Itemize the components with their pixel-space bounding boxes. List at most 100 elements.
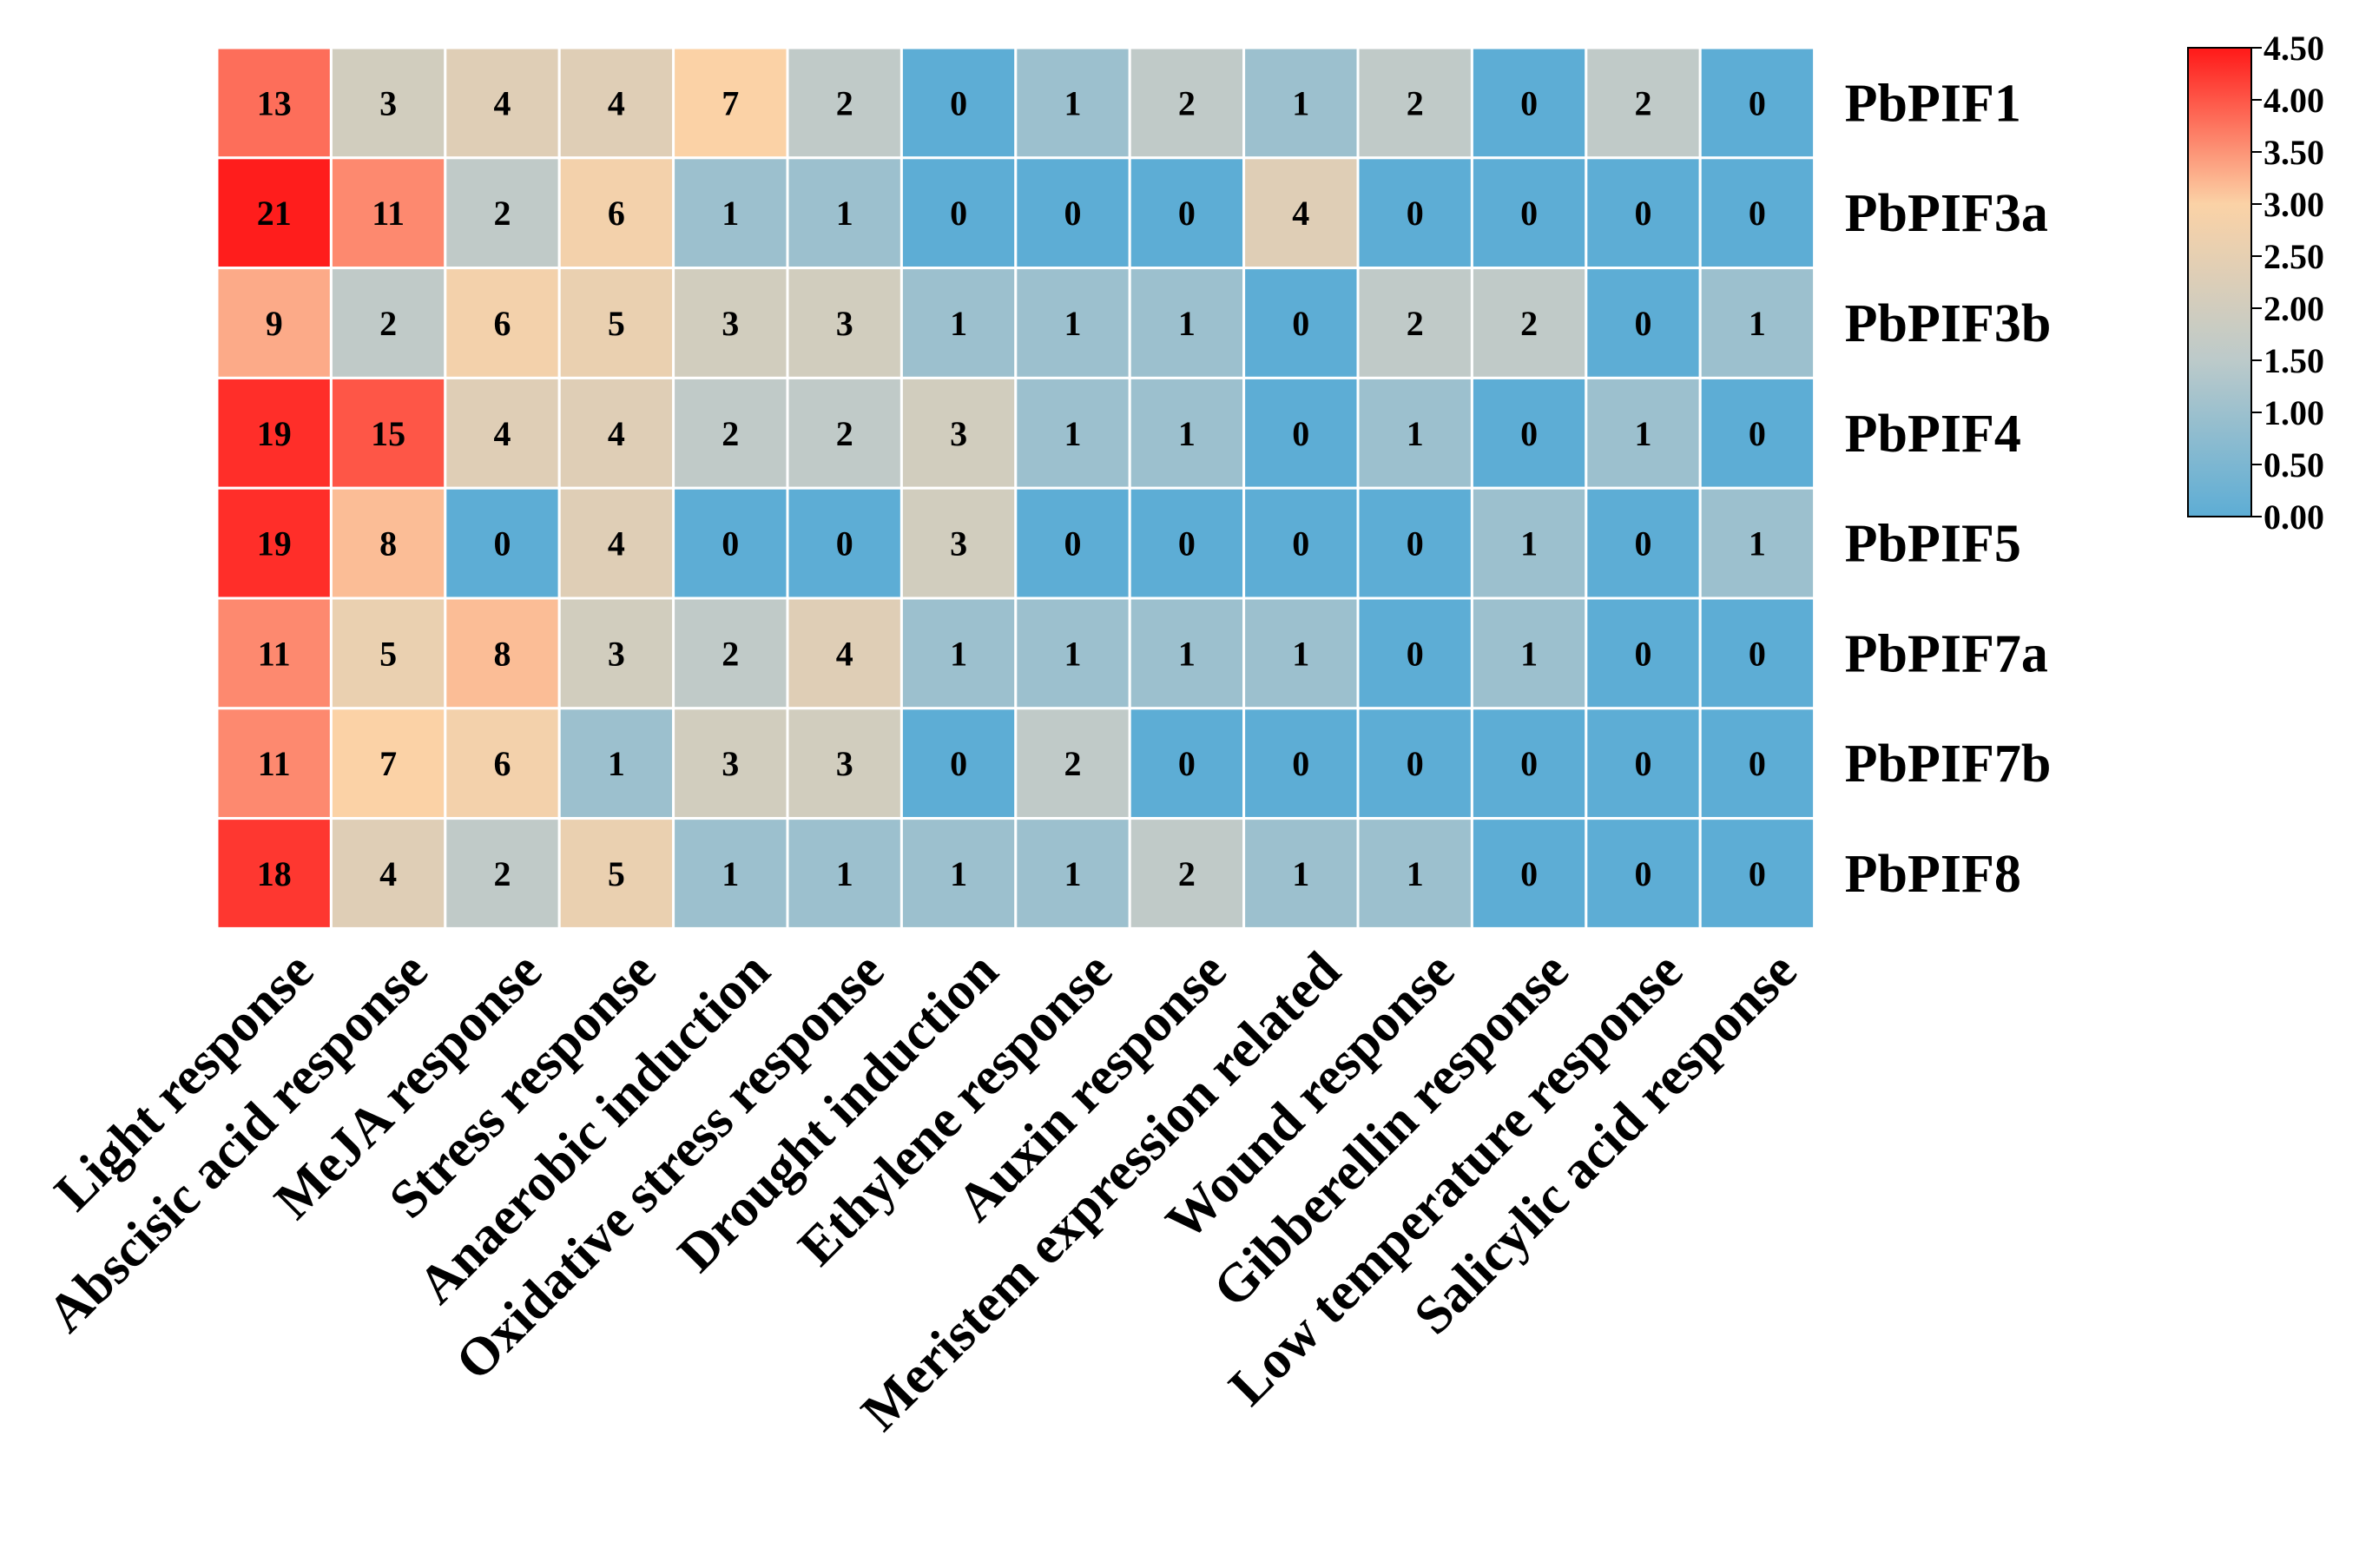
- cell-value-label: 2: [494, 194, 511, 233]
- cell-value-label: 0: [1407, 194, 1424, 233]
- colorbar-tick-label: 2.50: [2263, 237, 2324, 276]
- cell-value-label: 4: [494, 83, 511, 122]
- cell-value-label: 0: [1178, 194, 1196, 233]
- cell-value-label: 0: [1635, 524, 1652, 563]
- cell-value-label: 7: [722, 83, 739, 122]
- cell-value-label: 0: [1407, 634, 1424, 673]
- heatmap-cell: [1242, 46, 1360, 160]
- cell-value-label: 1: [1064, 634, 1082, 673]
- heatmap-cell: [329, 46, 447, 160]
- cell-value-label: 18: [257, 854, 292, 893]
- cell-value-label: 1: [1178, 634, 1196, 673]
- cell-value-label: 3: [950, 414, 967, 453]
- cell-value-label: 0: [1520, 414, 1538, 453]
- heatmap-cell: [1242, 486, 1360, 600]
- heatmap-cell: [786, 596, 903, 710]
- heatmap-cell: [1698, 267, 1816, 379]
- heatmap-cell: [1585, 376, 1702, 490]
- cell-value-label: 1: [1635, 414, 1652, 453]
- heatmap-cell: [899, 817, 1018, 930]
- cell-value-label: 1: [1749, 524, 1766, 563]
- cell-value-label: 5: [608, 304, 625, 343]
- colorbar: 0.00 0.50 1.00 1.50 2.00 2.50 3.00 3.50 4.00 4.50: [2187, 29, 2324, 537]
- heatmap-cell: [1585, 156, 1702, 270]
- cell-value-label: 0: [1635, 744, 1652, 783]
- colorbar-tick-label: 2.00: [2263, 289, 2324, 328]
- cell-value-label: 0: [494, 524, 511, 563]
- cell-value-label: 0: [1178, 744, 1196, 783]
- cell-value-label: 1: [1407, 854, 1424, 893]
- heatmap-cell: [329, 596, 447, 710]
- colorbar-tick-label: 1.50: [2263, 341, 2324, 380]
- row-label: PbPIF7a: [1845, 624, 2048, 683]
- cell-value-label: 0: [1064, 524, 1082, 563]
- cell-value-label: 1: [950, 304, 967, 343]
- cell-value-label: 1: [836, 854, 853, 893]
- cell-value-label: 7: [379, 744, 397, 783]
- heatmap-cell: [1698, 596, 1816, 710]
- cell-value-label: 3: [836, 744, 853, 783]
- cell-value-label: 0: [722, 524, 739, 563]
- row-label: PbPIF4: [1845, 405, 2021, 464]
- heatmap-cell: [1585, 817, 1702, 930]
- cell-value-label: 3: [722, 304, 739, 343]
- cell-value-label: 2: [494, 854, 511, 893]
- cell-value-label: 0: [1749, 634, 1766, 673]
- cell-value-label: 15: [371, 414, 405, 453]
- row-label: PbPIF3b: [1845, 294, 2052, 353]
- colorbar-tick-label: 0.00: [2263, 497, 2324, 537]
- cell-value-label: 3: [836, 304, 853, 343]
- cell-value-label: 2: [836, 414, 853, 453]
- cell-value-label: 1: [608, 744, 625, 783]
- cell-value-label: 0: [1292, 414, 1309, 453]
- colorbar-tick-label: 4.00: [2263, 81, 2324, 120]
- heatmap-cell: [1356, 596, 1473, 710]
- cell-value-label: 2: [379, 304, 397, 343]
- heatmap-cell: [1470, 267, 1588, 379]
- cell-value-label: 0: [1520, 83, 1538, 122]
- cell-value-label: 1: [1064, 854, 1082, 893]
- cell-value-label: 1: [836, 194, 853, 233]
- heatmap-cell: [1014, 596, 1131, 710]
- cell-value-label: 2: [722, 634, 739, 673]
- heatmap-cell: [672, 156, 789, 270]
- cell-value-label: 0: [836, 524, 853, 563]
- heatmap-cell: [1585, 596, 1702, 710]
- cell-value-label: 1: [1178, 304, 1196, 343]
- cell-value-label: 2: [722, 414, 739, 453]
- cell-value-label: 0: [1178, 524, 1196, 563]
- cell-value-label: 0: [1635, 634, 1652, 673]
- heatmap-cell: [672, 817, 789, 930]
- cell-value-label: 21: [257, 194, 292, 233]
- heatmap-cell: [1698, 707, 1816, 820]
- heatmap-cell: [1128, 817, 1246, 930]
- heatmap-cell: [1356, 817, 1473, 930]
- heatmap-cell: [1014, 267, 1131, 379]
- heatmap-cell: [1698, 376, 1816, 490]
- row-label: PbPIF8: [1845, 845, 2021, 904]
- heatmap-cell: [1356, 267, 1473, 379]
- colorbar-tick-label: 3.00: [2263, 185, 2324, 224]
- heatmap-cell: [215, 46, 333, 160]
- heatmap-cell: [786, 817, 903, 930]
- heatmap-cell: [1585, 486, 1702, 600]
- cell-value-label: 6: [494, 744, 511, 783]
- cell-value-label: 1: [1407, 414, 1424, 453]
- cell-value-label: 1: [1064, 304, 1082, 343]
- cell-value-label: 0: [1749, 744, 1766, 783]
- cell-value-label: 1: [1064, 83, 1082, 122]
- heatmap-cell: [786, 376, 903, 490]
- heatmap-cell: [1014, 156, 1131, 270]
- heatmap-cell: [557, 817, 675, 930]
- heatmap-cell: [786, 46, 903, 160]
- cell-value-label: 0: [950, 194, 967, 233]
- cell-value-label: 0: [1520, 744, 1538, 783]
- cell-value-label: 5: [379, 634, 397, 673]
- cell-value-label: 0: [1520, 854, 1538, 893]
- cell-value-label: 0: [1749, 854, 1766, 893]
- row-label: PbPIF3a: [1845, 184, 2048, 243]
- heatmap-cell-values: 13 3 4 4 7 2 0 1 2 1 2 0 2 021 11 2 6 1 1 0 0 0 4 0 0 0 09 2 6 5 3 3 1 1 1…: [257, 83, 1766, 893]
- heatmap-cell: [672, 486, 789, 600]
- heatmap-cell: [1128, 267, 1246, 379]
- cell-value-label: 4: [494, 414, 511, 453]
